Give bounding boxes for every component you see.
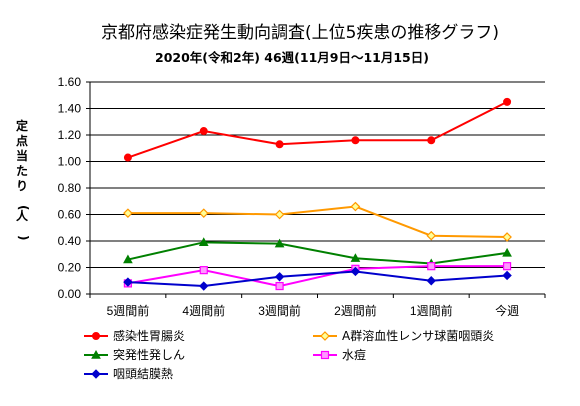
axes [86,81,546,298]
legend-label: A群溶血性レンサ球菌咽頭炎 [342,328,494,343]
y-tick-label: 0.60 [58,208,82,222]
data-point [502,247,512,257]
data-point [427,136,436,145]
series-line [127,241,508,265]
legend-item: 水痘 [313,347,366,362]
y-tick-label: 0.20 [58,261,82,275]
x-tick-label: 3週間前 [258,303,301,318]
data-point [350,266,361,277]
y-axis-title: 定点当たり(人) [16,118,30,240]
data-point [198,237,209,247]
y-tick-label: 0.40 [58,234,82,248]
series-line [127,270,508,288]
data-point [123,277,133,287]
legend-marker [320,331,330,341]
data-point [199,127,208,136]
data-point [351,136,360,145]
y-tick-label: 1.40 [58,102,82,116]
legend-marker [92,332,100,340]
data-point [274,238,285,248]
y-tick-label: 1.60 [58,75,82,89]
series-line [127,205,508,239]
legend-item: 感染性胃腸炎 [84,328,185,343]
legend-marker [91,349,101,359]
legend-label: 咽頭結膜熱 [113,367,173,381]
x-tick-labels: 5週間前 4週間前 3週間前 2週間前 1週間前 今週 [107,303,520,318]
gridlines [90,81,545,268]
y-tick-labels: 0.00 0.20 0.40 0.60 0.80 1.00 1.20 1.40 1.60 [58,75,82,301]
legend-item: A群溶血性レンサ球菌咽頭炎 [313,328,494,343]
y-tick-label: 0.80 [58,181,82,195]
data-point [274,272,285,282]
legend-label: 水痘 [342,347,366,362]
chart-subtitle: 2020年(令和2年) 46週(11月9日～11月15日) [155,50,429,65]
data-point [350,201,361,212]
data-point [426,230,437,241]
series-5 [123,266,512,291]
x-tick-label: 今週 [495,303,519,318]
series-3 [123,237,512,268]
data-point [123,208,133,219]
legend-item: 突発性発しん [84,347,185,362]
x-tick-label: 1週間前 [410,303,453,318]
y-tick-label: 0.00 [58,287,82,301]
chart-title: 京都府感染症発生動向調査(上位5疾患の推移グラフ) [101,23,499,43]
series-1 [123,97,512,162]
legend-marker [320,350,330,360]
data-point [199,281,209,291]
legend-marker [91,369,101,379]
data-point [350,253,361,262]
series-2 [123,201,512,242]
legend-label: 突発性発しん [113,347,185,362]
series-lines [123,97,512,291]
data-point [274,209,285,220]
y-axis-label: 定点当たり(人) [16,118,30,240]
data-point [275,281,284,291]
data-point [123,153,132,162]
data-point [502,270,512,281]
legend-label: 感染性胃腸炎 [113,328,185,343]
series-line [127,100,508,159]
series-line [127,265,508,288]
legend-item: 咽頭結膜熱 [84,367,173,381]
data-point [123,254,133,264]
data-point [275,140,284,149]
y-tick-label: 1.20 [58,128,82,142]
data-point [426,276,436,286]
data-point [503,97,512,106]
data-point [198,208,209,219]
data-point [427,262,436,271]
data-point [502,232,512,242]
data-point [502,262,512,271]
x-tick-label: 5週間前 [107,303,150,318]
x-tick-label: 4週間前 [182,303,225,318]
x-tick-label: 2週間前 [334,303,377,318]
y-tick-label: 1.00 [58,155,82,169]
data-point [199,266,208,275]
